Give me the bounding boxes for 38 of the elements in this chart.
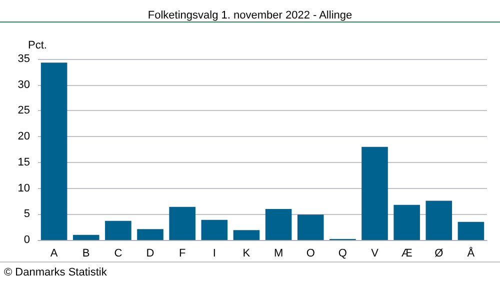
x-tick-label: Å — [467, 246, 476, 260]
bar — [169, 206, 196, 240]
y-tick-label: 20 — [18, 130, 30, 143]
text: © Danmarks Statistik — [4, 266, 108, 278]
bar — [40, 62, 68, 240]
bar — [137, 229, 164, 240]
x-tick-label: V — [371, 248, 380, 260]
x-tick-label: F — [178, 248, 186, 260]
x-tick-label: D — [146, 248, 154, 260]
bar — [105, 220, 132, 240]
x-tick-label: B — [82, 248, 90, 260]
x-tick-label: I — [212, 248, 216, 260]
y-tick-label: 25 — [18, 104, 30, 117]
bar — [458, 222, 484, 240]
x-tick-label: Q — [338, 248, 348, 260]
bar — [233, 230, 260, 240]
chart-title: Folketingsvalg 1. november 2022 - Allinge — [148, 10, 352, 22]
x-tick-label: O — [306, 248, 316, 260]
y-tick-label: 0 — [24, 234, 30, 246]
x-tick-label: Ø — [434, 248, 444, 260]
y-tick-label: 15 — [18, 156, 30, 168]
bar — [297, 214, 324, 240]
bar — [72, 234, 100, 240]
bar — [265, 208, 292, 240]
x-tick-label: A — [50, 248, 58, 260]
x-tick-label: Æ — [401, 248, 412, 260]
y-tick-label: 5 — [24, 208, 30, 220]
y-axis-title: Pct. — [28, 40, 47, 52]
bar — [426, 200, 452, 240]
x-tick-label: C — [114, 248, 122, 260]
x-tick-label: M — [274, 248, 284, 260]
bar — [201, 220, 228, 240]
x-tick-label: K — [242, 248, 251, 260]
y-tick-label: 35 — [18, 53, 30, 65]
bar — [394, 204, 420, 240]
y-tick-label: 30 — [18, 78, 30, 91]
y-tick-label: 10 — [18, 182, 30, 194]
bar — [362, 146, 388, 240]
